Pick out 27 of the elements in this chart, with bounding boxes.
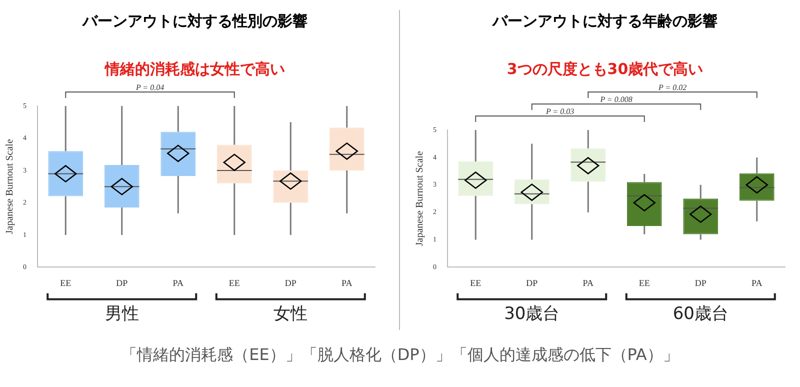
x-tick-label: PA [582, 278, 594, 288]
text: P = 0.04 [134, 83, 164, 92]
x-tick-label: DP [694, 278, 706, 288]
x-tick-label: PA [752, 278, 763, 288]
y-axis-title: Japanese Burnout Scale [414, 150, 426, 246]
chart-title: バーンアウトに対する年齢の影響 [491, 12, 718, 31]
x-tick-label: EE [470, 278, 482, 288]
x-tick-label: EE [638, 278, 650, 288]
text: 30歳台 [504, 304, 560, 324]
text: 女性 [274, 304, 308, 324]
x-tick-label: DP [116, 278, 128, 288]
text: 「情緒的消耗感（EE）」「脱人格化（DP）」「個人的達成感の低下（PA）」 [120, 345, 680, 366]
x-tick-label: PA [172, 278, 184, 288]
text: P = 0.03 [544, 107, 574, 116]
text: P = 0.008 [599, 95, 632, 104]
x-tick-label: EE [60, 278, 72, 288]
x-tick-label: PA [342, 278, 353, 288]
y-axis-title: Japanese Burnout Scale [4, 138, 16, 234]
chart-subtitle: 情緒的消耗感は女性で高い [103, 60, 286, 79]
x-tick-label: EE [228, 278, 240, 288]
text: 60歳台 [672, 304, 728, 324]
text: P = 0.02 [657, 83, 687, 92]
x-tick-label: DP [526, 278, 538, 288]
x-tick-label: DP [284, 278, 296, 288]
chart-title: バーンアウトに対する性別の影響 [81, 12, 308, 31]
text: 男性 [104, 304, 139, 324]
chart-subtitle: 3つの尺度とも30歳代で高い [506, 60, 704, 79]
